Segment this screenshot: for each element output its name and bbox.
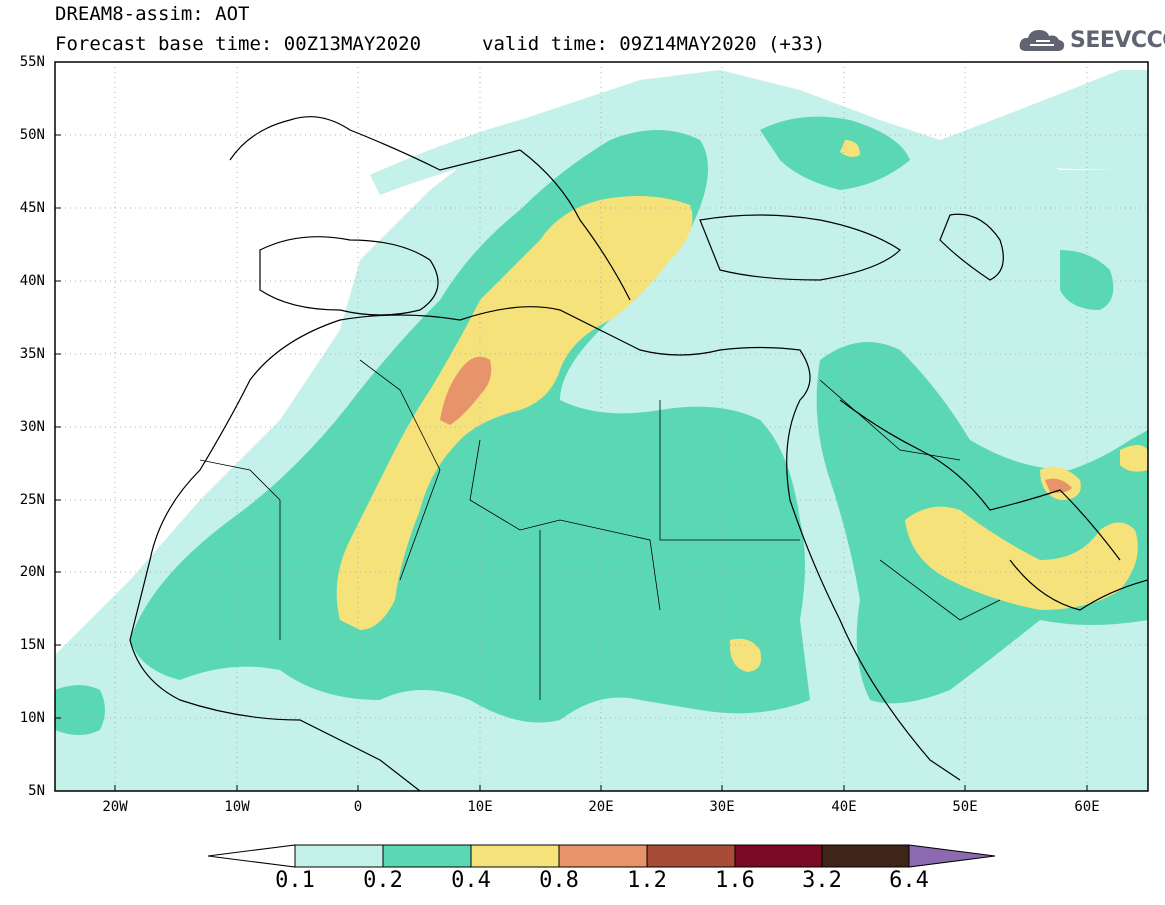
colorbar-label: 0.4 bbox=[451, 868, 491, 893]
colorbar-label: 1.6 bbox=[715, 868, 755, 893]
colorbar-segment bbox=[646, 844, 736, 868]
aot-band-0.2 bbox=[760, 116, 910, 190]
aot-band-0.4 bbox=[840, 140, 860, 157]
colorbar-label: 0.1 bbox=[275, 868, 315, 893]
colorbar-label: 0.2 bbox=[363, 868, 403, 893]
colorbar-segment bbox=[470, 844, 560, 868]
valid-time: valid time: 09Z14MAY2020 (+33) bbox=[482, 33, 826, 55]
lat-label: 45N bbox=[19, 200, 45, 216]
colorbar-segment bbox=[734, 844, 823, 868]
lat-label: 10N bbox=[19, 710, 45, 726]
aot-band-0.4 bbox=[1120, 445, 1148, 472]
aot-band-0.2 bbox=[1060, 250, 1114, 310]
lon-label: 10E bbox=[467, 799, 493, 815]
graticule bbox=[55, 62, 1148, 791]
forecast-base-time: Forecast base time: 00Z13MAY2020 bbox=[55, 33, 422, 55]
colorbar-segment bbox=[382, 844, 472, 868]
colorbar-over-triangle bbox=[908, 844, 996, 868]
aot-band-0.1 bbox=[940, 70, 1148, 170]
cloud-icon bbox=[1019, 30, 1065, 51]
lat-label: 40N bbox=[19, 273, 45, 289]
aot-band-0.2 bbox=[55, 685, 105, 735]
aot-band-0.2 bbox=[816, 342, 1148, 704]
seevccc-logo: SEEVCCC bbox=[1018, 25, 1165, 55]
aot-field bbox=[55, 70, 1148, 791]
colorbar-segment bbox=[821, 844, 910, 868]
lon-label: 30E bbox=[709, 799, 735, 815]
map-title: DREAM8-assim: AOT bbox=[55, 3, 250, 25]
colorbar-label: 1.2 bbox=[627, 868, 667, 893]
lat-label: 20N bbox=[19, 564, 45, 580]
lat-label: 5N bbox=[28, 783, 45, 799]
lon-label: 40E bbox=[831, 799, 857, 815]
aot-band-0.1 bbox=[370, 78, 740, 195]
lat-label: 15N bbox=[19, 637, 45, 653]
axis-ticks bbox=[55, 134, 1088, 791]
aot-band-0.8 bbox=[440, 356, 492, 425]
aot-band-0.4 bbox=[905, 506, 1138, 610]
lon-label: 10W bbox=[224, 799, 250, 815]
aot-band-0.4 bbox=[729, 638, 762, 672]
aot-band-0.4 bbox=[336, 196, 693, 630]
borders bbox=[199, 359, 1001, 700]
lat-label: 50N bbox=[19, 127, 45, 143]
colorbar bbox=[207, 844, 996, 868]
colorbar-label: 3.2 bbox=[802, 868, 842, 893]
lat-label: 25N bbox=[19, 492, 45, 508]
lat-label: 35N bbox=[19, 346, 45, 362]
colorbar-label: 0.8 bbox=[539, 868, 579, 893]
lat-label: 30N bbox=[19, 419, 45, 435]
aot-band-0.8 bbox=[1045, 478, 1072, 493]
lon-label: 0 bbox=[353, 799, 363, 815]
colorbar-under-triangle bbox=[207, 844, 296, 868]
lon-label: 60E bbox=[1074, 799, 1100, 815]
lon-label: 20E bbox=[588, 799, 614, 815]
lon-label: 50E bbox=[952, 799, 978, 815]
coastlines bbox=[129, 116, 1148, 791]
colorbar-segment bbox=[294, 844, 384, 868]
lon-label: 20W bbox=[102, 799, 128, 815]
colorbar-segment bbox=[558, 844, 648, 868]
colorbar-label: 6.4 bbox=[889, 868, 929, 893]
logo-text: SEEVCCC bbox=[1070, 27, 1165, 53]
lat-label: 55N bbox=[19, 54, 45, 70]
